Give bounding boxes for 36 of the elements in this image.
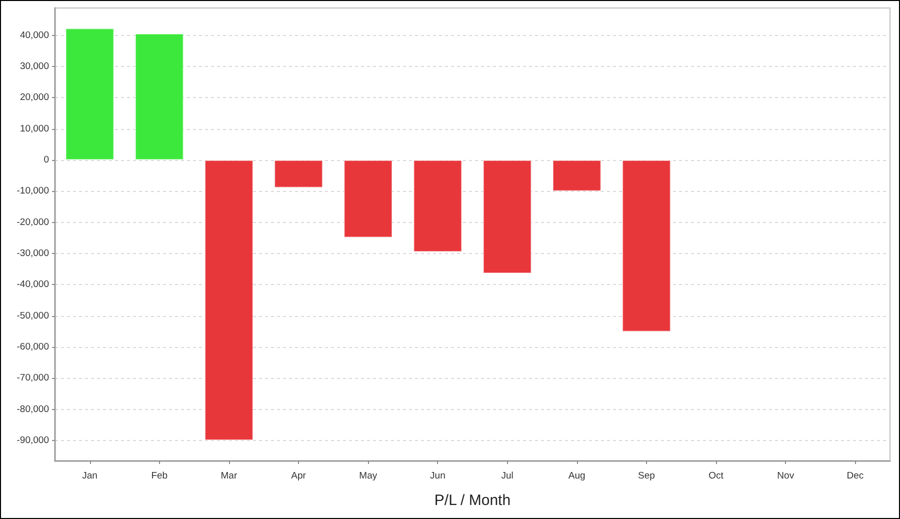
x-tick-label: Nov — [777, 470, 794, 482]
y-tick-label: -30,000 — [16, 248, 49, 260]
x-tick-label: Dec — [846, 470, 864, 482]
x-tick-label: Sep — [638, 470, 655, 482]
x-tick-label: May — [359, 470, 378, 482]
y-tick-label: -80,000 — [16, 404, 49, 415]
x-tick-label: Oct — [708, 470, 724, 482]
y-tick-label: -20,000 — [16, 216, 49, 228]
x-tick-label: Aug — [568, 470, 586, 482]
y-tick-label: 30,000 — [20, 61, 49, 72]
x-axis-title: P/L / Month — [434, 492, 511, 509]
bar — [204, 160, 254, 440]
x-tick-label: Jul — [501, 470, 514, 482]
y-tick-label: -40,000 — [16, 279, 49, 290]
y-tick-label: 0 — [44, 154, 49, 166]
x-tick-label: Feb — [151, 470, 168, 482]
x-tick-label: Jan — [82, 470, 98, 482]
y-tick-label: 40,000 — [20, 30, 49, 41]
y-tick-label: 20,000 — [20, 92, 49, 104]
bar — [65, 28, 114, 160]
y-tick-label: -90,000 — [16, 434, 49, 446]
y-tick-label: -50,000 — [16, 310, 49, 322]
y-tick-label: -60,000 — [16, 341, 49, 352]
bar — [135, 34, 184, 160]
bar — [622, 160, 671, 332]
y-tick-label: 10,000 — [20, 123, 49, 134]
x-tick-label: Jun — [430, 470, 446, 482]
x-tick-label: Apr — [291, 470, 306, 482]
y-tick-label: -70,000 — [16, 372, 49, 384]
bar — [482, 160, 532, 274]
x-tick-label: Mar — [220, 470, 238, 482]
bar — [552, 160, 602, 192]
bar — [413, 160, 462, 252]
bar — [344, 160, 392, 238]
bar — [274, 160, 323, 188]
y-tick-label: -10,000 — [16, 186, 49, 197]
